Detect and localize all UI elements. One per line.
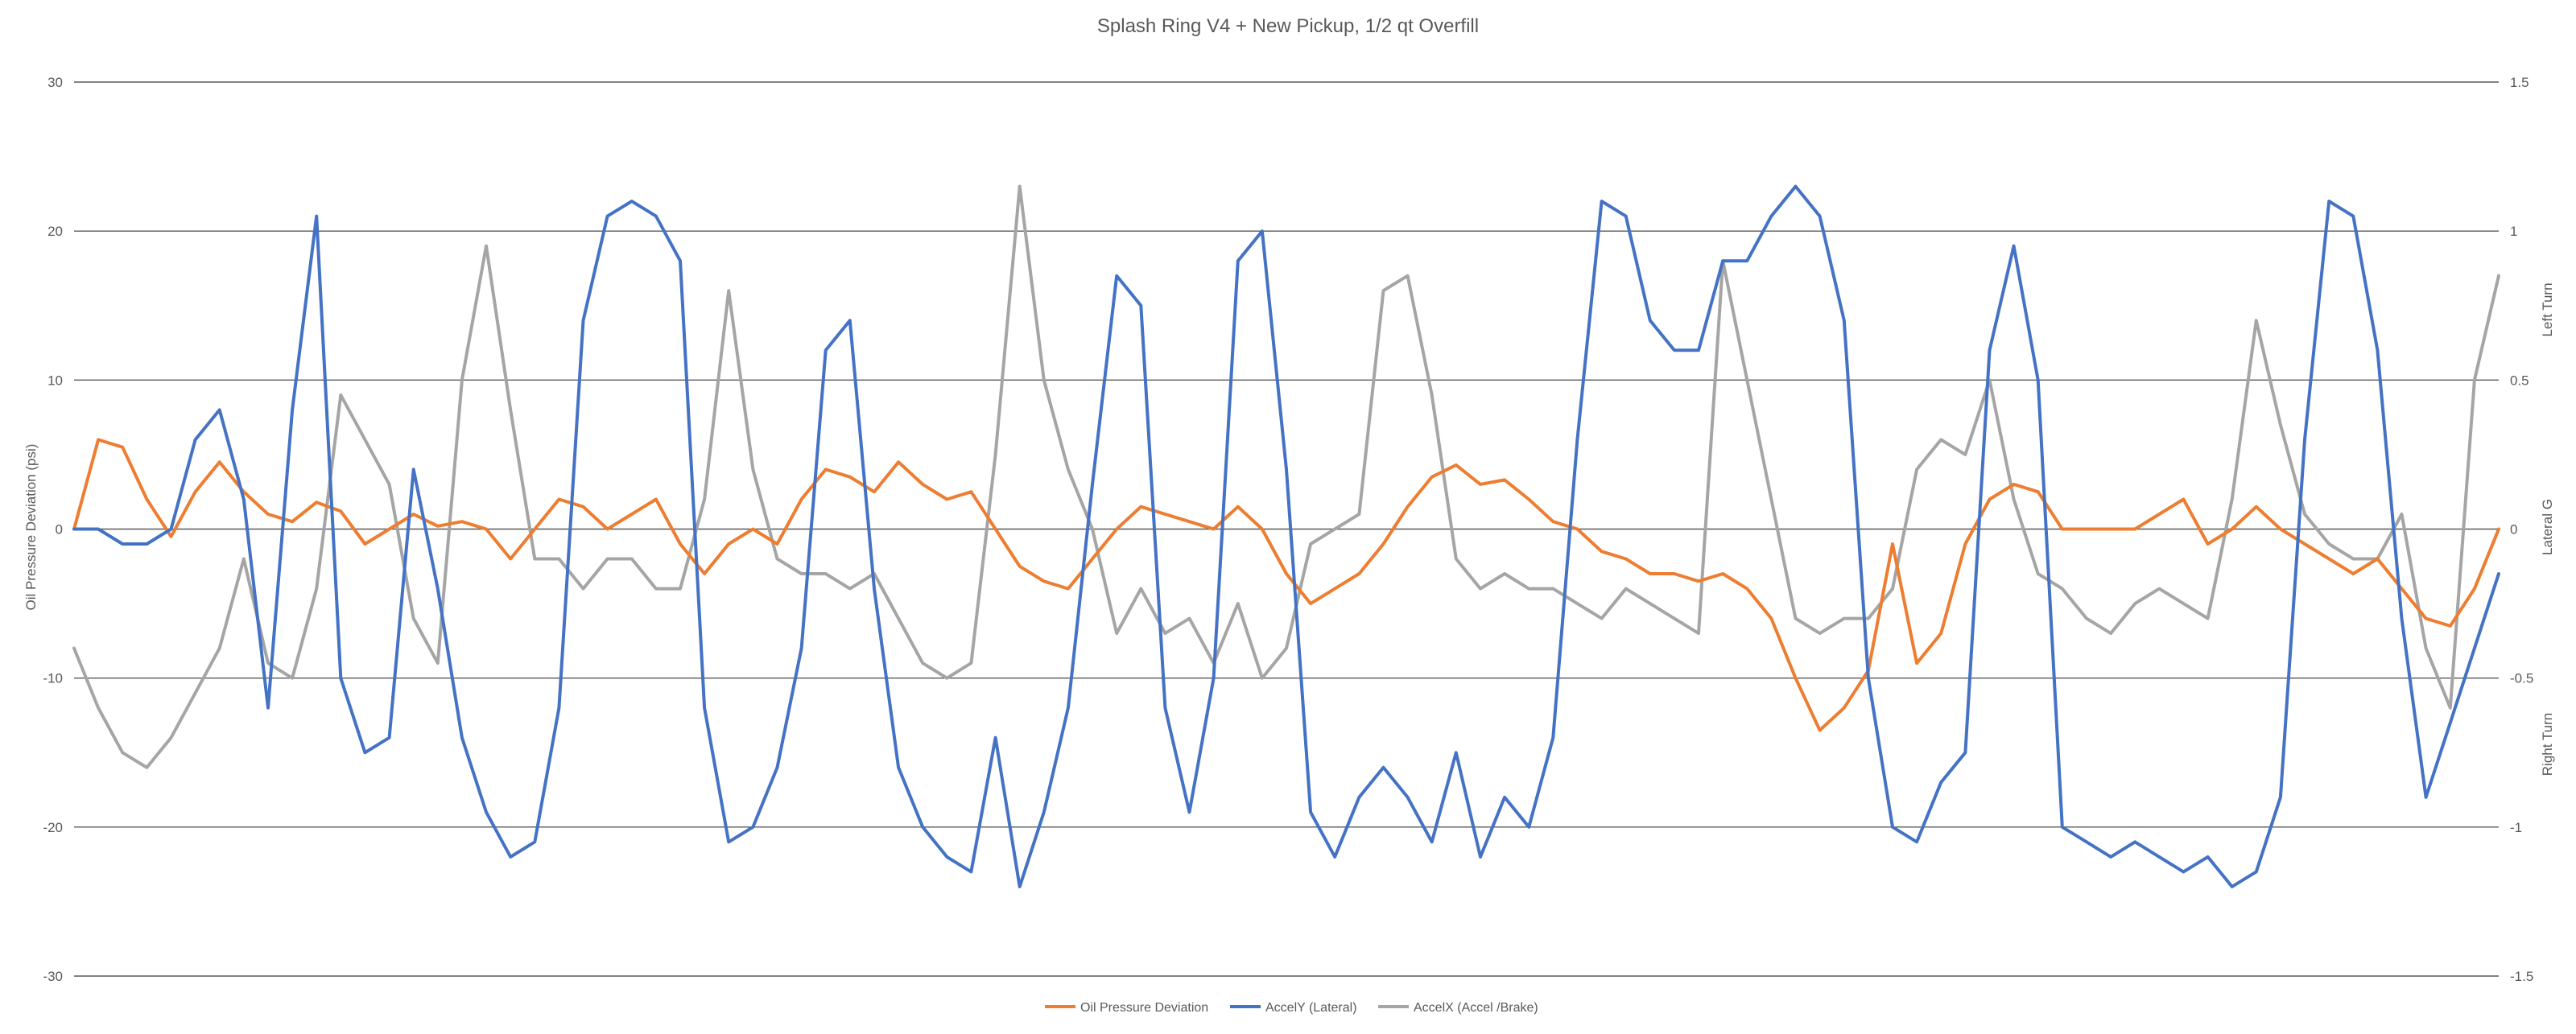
legend-label-accelx: AccelX (Accel /Brake)	[1414, 1001, 1538, 1015]
right-tick-label: -0.5	[2510, 671, 2533, 686]
left-tick-label: 0	[56, 522, 63, 538]
right-axis-ticks: 1.5 1 0.5 0 -0.5 -1 -1.5	[2510, 75, 2533, 984]
series-lines	[72, 184, 2500, 888]
right-tick-label: 1.5	[2510, 75, 2529, 90]
left-axis-ticks: 30 20 10 0 -10 -20 -30	[43, 75, 63, 984]
right-tick-label: -1.5	[2510, 969, 2533, 984]
legend: Oil Pressure Deviation AccelY (Lateral) …	[1045, 1001, 1538, 1015]
left-tick-label: 30	[47, 75, 63, 90]
left-tick-label: -30	[43, 969, 63, 984]
right-tick-label: -1	[2510, 820, 2522, 835]
right-axis-upper-label: Left Turn	[2540, 282, 2555, 336]
right-axis-title: Lateral G	[2540, 499, 2555, 555]
left-axis-title: Oil Pressure Deviation (psi)	[23, 444, 39, 611]
gridlines	[74, 81, 2499, 977]
left-tick-label: -10	[43, 671, 63, 686]
right-axis-lower-label: Right Turn	[2540, 713, 2555, 776]
series-line-accelx-accel-brake	[72, 184, 2500, 769]
series-line-oil-pressure-deviation	[72, 438, 2500, 732]
chart-title: Splash Ring V4 + New Pickup, 1/2 qt Over…	[1097, 15, 1479, 37]
right-tick-label: 0.5	[2510, 373, 2529, 388]
legend-label-accely: AccelY (Lateral)	[1265, 1001, 1357, 1015]
right-tick-label: 0	[2510, 522, 2517, 538]
left-tick-label: 10	[47, 373, 63, 388]
left-tick-label: 20	[47, 224, 63, 239]
series-line-accely-lateral	[72, 184, 2500, 888]
left-tick-label: -20	[43, 820, 63, 835]
legend-label-oil-pressure: Oil Pressure Deviation	[1080, 1001, 1208, 1015]
right-tick-label: 1	[2510, 224, 2517, 239]
